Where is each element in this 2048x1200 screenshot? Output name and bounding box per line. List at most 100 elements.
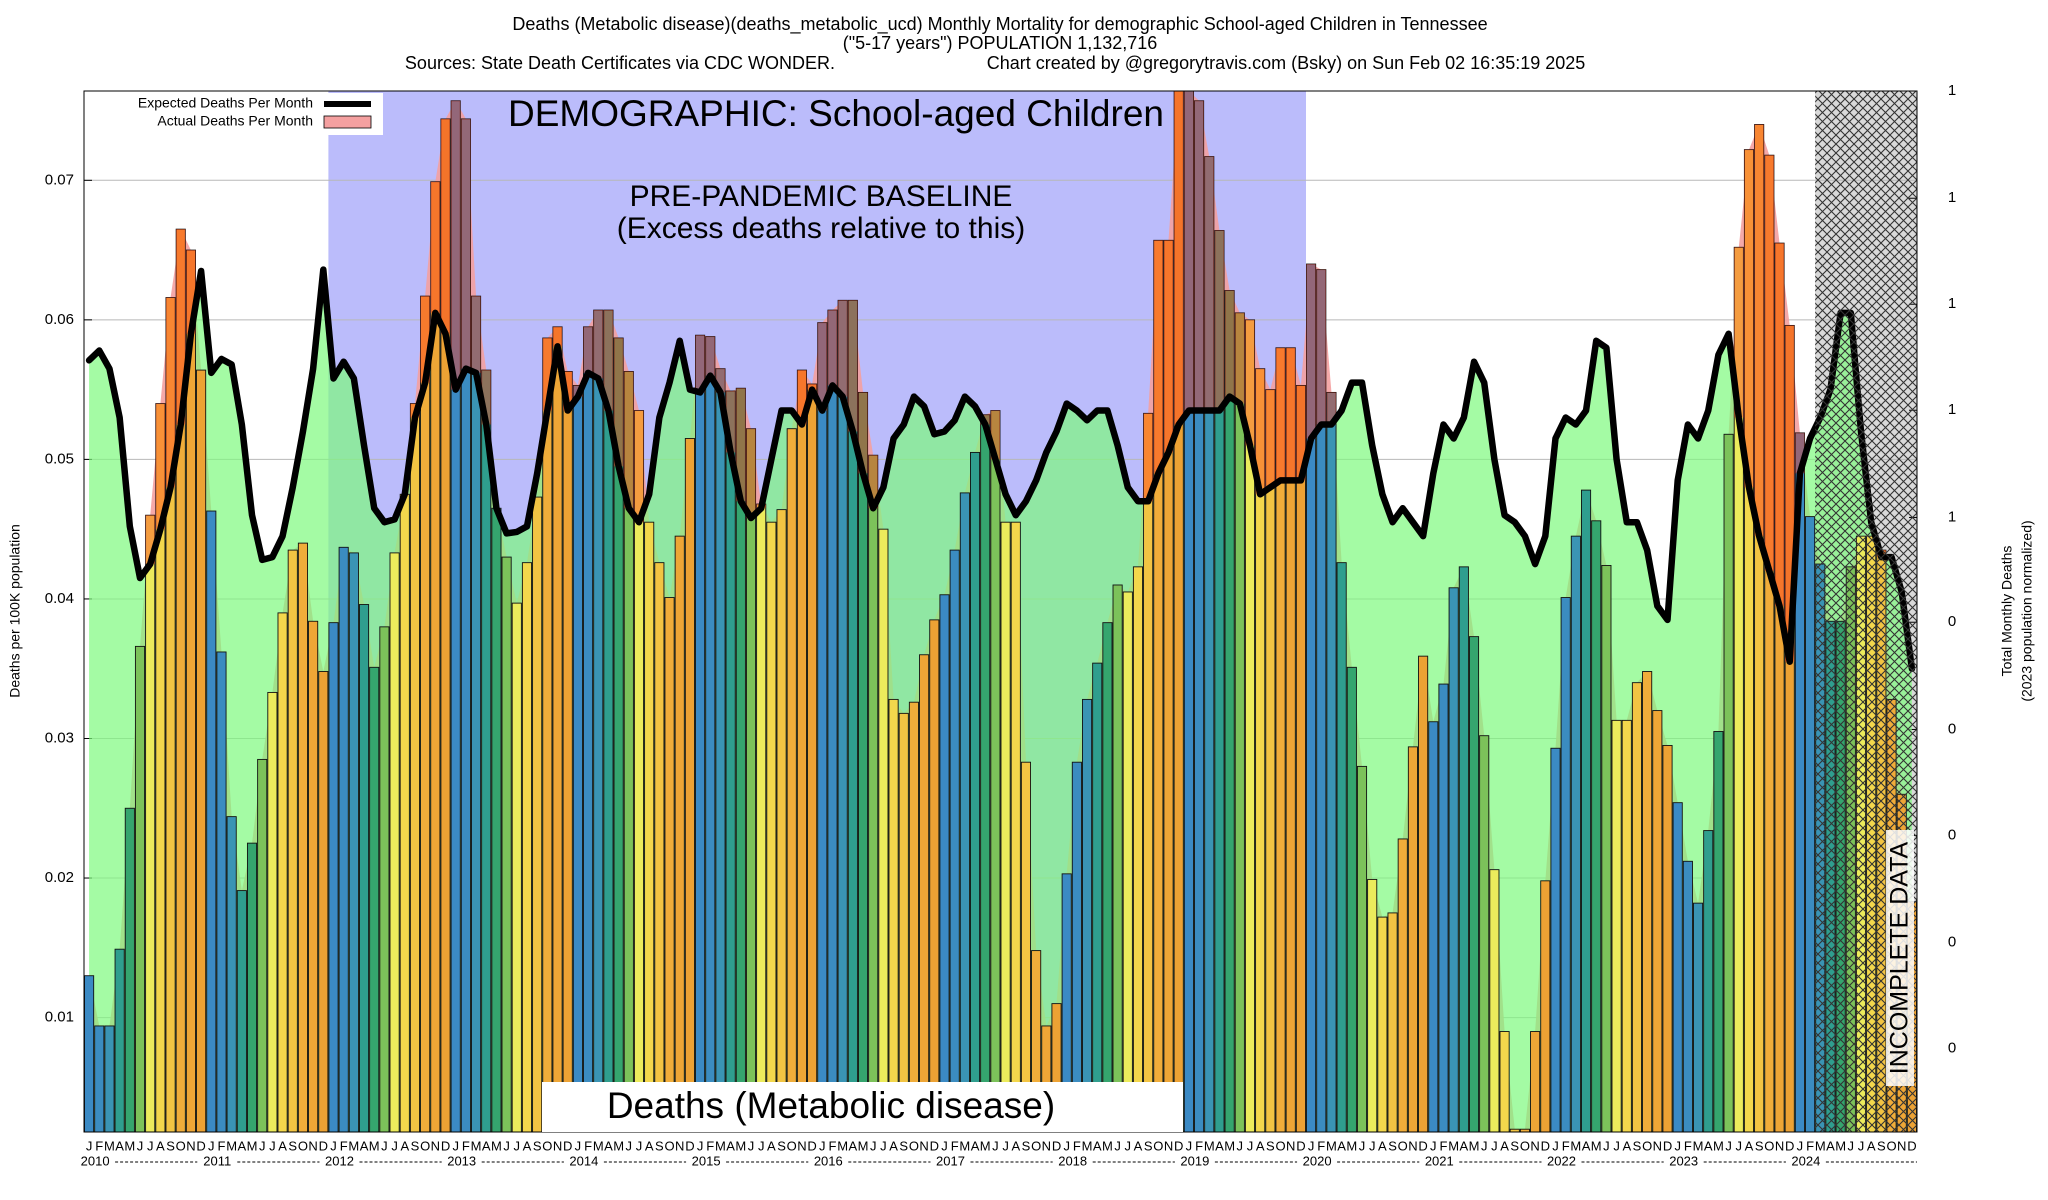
x-tick-label: O (542, 1138, 552, 1153)
excess-bar (1306, 264, 1316, 439)
x-tick-label: M (715, 1138, 726, 1153)
bar (695, 334, 706, 1133)
x-tick-label: O (1886, 1138, 1896, 1153)
excess-bar (1225, 290, 1235, 397)
chart-subtitle: ("5-17 years") POPULATION 1,132,716 (843, 33, 1158, 53)
x-tick-label: N (1530, 1138, 1539, 1153)
x-tick-label: J (381, 1138, 388, 1153)
x-tick-label: A (156, 1138, 165, 1153)
x-tick-label: M (247, 1138, 258, 1153)
x-tick-label: S (1877, 1138, 1886, 1153)
x-tick-label: J (1369, 1138, 1376, 1153)
bar (837, 299, 848, 1133)
x-tick-label: F (1317, 1138, 1325, 1153)
year-label: 2023 (1669, 1153, 1698, 1168)
x-tick-label: D (1541, 1138, 1550, 1153)
excess-bar (1184, 91, 1194, 411)
x-tick-label: A (604, 1138, 613, 1153)
x-tick-label: J (137, 1138, 144, 1153)
x-tick-label: F (462, 1138, 470, 1153)
x-tick-label: D (1052, 1138, 1061, 1153)
x-tick-label: F (1684, 1138, 1692, 1153)
bar (1448, 587, 1459, 1133)
bar (297, 542, 308, 1133)
bar (766, 521, 777, 1133)
bar (338, 546, 349, 1133)
bar (1387, 912, 1398, 1133)
x-tick-label: D (441, 1138, 450, 1153)
y-tick-label: 0.05 (45, 450, 74, 467)
bar (786, 428, 797, 1133)
year-label: 2010 (81, 1153, 110, 1168)
excess-bar (990, 410, 1000, 460)
x-tick-label: M (1204, 1138, 1215, 1153)
x-tick-label: A (767, 1138, 776, 1153)
bar (94, 1025, 105, 1133)
x-tick-label: S (288, 1138, 297, 1153)
bar (949, 549, 960, 1133)
excess-bar (1153, 240, 1163, 474)
x-tick-label: J (697, 1138, 704, 1153)
bar (206, 510, 217, 1133)
bar (1071, 761, 1082, 1133)
bar (1530, 1031, 1541, 1133)
bar (1265, 389, 1276, 1133)
x-tick-label: A (1093, 1138, 1102, 1153)
x-tick-label: O (176, 1138, 186, 1153)
x-tick-label: D (1418, 1138, 1427, 1153)
x-tick-label: J (1613, 1138, 1620, 1153)
x-tick-label: F (1073, 1138, 1081, 1153)
x-tick-label: M (369, 1138, 380, 1153)
annotation: INCOMPLETE DATA (1886, 841, 1914, 1074)
bar (705, 336, 716, 1133)
bar (1082, 698, 1093, 1133)
excess-bar (1785, 325, 1795, 662)
bar (1611, 719, 1622, 1133)
bar (1672, 802, 1683, 1133)
excess-bar (461, 118, 471, 369)
excess-bar (583, 326, 593, 373)
x-tick-label: J (1674, 1138, 1681, 1153)
bar (980, 414, 991, 1133)
bar (216, 651, 227, 1133)
excess-bar (858, 392, 868, 474)
x-tick-label: A (889, 1138, 898, 1153)
y2-tick-label: 1 (1948, 508, 1956, 525)
bar (1326, 391, 1337, 1133)
x-tick-label: J (1481, 1138, 1488, 1153)
x-tick-label: M (959, 1138, 970, 1153)
bar (277, 612, 288, 1133)
bar (359, 604, 370, 1133)
bar (1000, 521, 1011, 1133)
legend-label: Expected Deaths Per Month (138, 95, 313, 111)
bar (857, 391, 869, 1133)
x-tick-label: O (664, 1138, 674, 1153)
bar (1295, 384, 1306, 1133)
x-tick-label: M (104, 1138, 115, 1153)
x-tick-label: A (1215, 1138, 1224, 1153)
bar (1407, 746, 1418, 1133)
x-tick-label: J (1063, 1138, 1070, 1153)
excess-bar (1754, 124, 1764, 537)
x-tick-label: F (828, 1138, 836, 1153)
x-tick-label: F (217, 1138, 225, 1153)
bar (817, 322, 828, 1133)
annotation: DEMOGRAPHIC: School-aged Children (508, 93, 1164, 134)
x-tick-label: A (1337, 1138, 1346, 1153)
y-tick-label: 0.01 (45, 1009, 74, 1026)
bar (1112, 584, 1123, 1133)
bar (1621, 719, 1632, 1133)
x-tick-label: M (1082, 1138, 1093, 1153)
x-tick-label: J (269, 1138, 276, 1153)
bar (1479, 735, 1490, 1133)
excess-bar (1326, 392, 1337, 425)
x-tick-label: J (1002, 1138, 1009, 1153)
x-tick-label: F (951, 1138, 959, 1153)
bar (257, 758, 268, 1133)
excess-bar (634, 410, 644, 523)
bar (878, 528, 889, 1133)
x-tick-label: M (491, 1138, 502, 1153)
bar (318, 671, 329, 1133)
x-tick-label: J (575, 1138, 582, 1153)
